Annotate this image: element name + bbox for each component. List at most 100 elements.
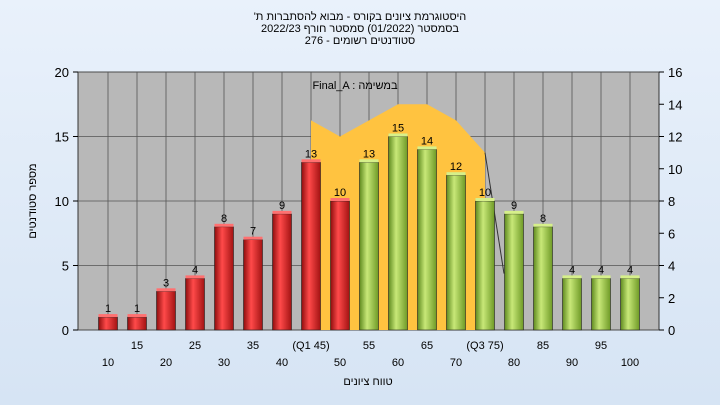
x-tick-label: 15 xyxy=(131,340,143,352)
bar-value-label: 7 xyxy=(250,226,256,238)
left-tick-label: 10 xyxy=(55,194,69,209)
bar-value-label: 4 xyxy=(598,264,604,276)
x-tick-label: 10 xyxy=(102,357,114,369)
bar-value-label: 1 xyxy=(105,303,111,315)
bar-value-label: 9 xyxy=(279,200,285,212)
title-line: בסמסטר (01/2022) סמסטר חורף 2022/23 xyxy=(261,23,459,35)
chart-title: היסטוגרמת ציונים בקורס - מבוא להסתברות ת… xyxy=(254,10,467,47)
x-tick-label: 85 xyxy=(537,340,549,352)
bar-top xyxy=(446,172,466,176)
left-tick-label: 0 xyxy=(62,323,69,338)
bar-value-label: 4 xyxy=(192,264,198,276)
bar-value-label: 4 xyxy=(569,264,575,276)
bar-top xyxy=(98,314,118,318)
x-tick-label: 30 xyxy=(218,357,230,369)
bar-top xyxy=(214,223,234,227)
bar-value-label: 10 xyxy=(334,187,346,199)
bars xyxy=(98,133,640,331)
bar xyxy=(533,226,553,331)
x-axis-label: טווח ציונים xyxy=(343,376,392,388)
bar xyxy=(417,149,437,331)
bar-top xyxy=(156,288,176,292)
bar xyxy=(301,162,321,331)
x-tick-label: 90 xyxy=(566,357,578,369)
bar xyxy=(359,162,379,331)
right-tick-label: 10 xyxy=(668,162,682,177)
title-line: סטודנטים רשומים - 276 xyxy=(305,35,416,47)
bar-top xyxy=(388,133,408,137)
bar-value-label: 13 xyxy=(363,148,375,160)
bar-value-label: 10 xyxy=(479,187,491,199)
bar-value-label: 4 xyxy=(627,264,633,276)
right-tick-label: 0 xyxy=(668,323,675,338)
bar-top xyxy=(185,275,205,279)
right-tick-label: 6 xyxy=(668,226,675,241)
x-tick-label: 95 xyxy=(595,340,607,352)
x-tick-label: 20 xyxy=(160,357,172,369)
bar xyxy=(475,200,495,331)
bar xyxy=(388,136,408,331)
area-series-label: Final_A : במשימה xyxy=(312,80,398,92)
bar xyxy=(156,290,176,331)
x-tick-label: 35 xyxy=(247,340,259,352)
x-tick-label: 65 xyxy=(421,340,433,352)
x-tick-label: 55 xyxy=(363,340,375,352)
right-tick-label: 2 xyxy=(668,291,675,306)
left-tick-label: 15 xyxy=(55,130,69,145)
x-tick-label: 50 xyxy=(334,357,346,369)
bar-value-label: 15 xyxy=(392,123,404,135)
right-tick-label: 8 xyxy=(668,194,675,209)
bar-value-label: 8 xyxy=(221,213,227,225)
right-tick-label: 14 xyxy=(668,97,682,112)
bar-top xyxy=(533,223,553,227)
x-tick-label: 60 xyxy=(392,357,404,369)
bar-value-label: 3 xyxy=(163,277,169,289)
right-tick-label: 16 xyxy=(668,65,682,80)
left-tick-label: 5 xyxy=(62,259,69,274)
x-tick-label: (Q3 75) xyxy=(466,340,503,352)
bar xyxy=(330,200,350,331)
right-tick-label: 4 xyxy=(668,259,675,274)
x-tick-label: 70 xyxy=(450,357,462,369)
title-line: היסטוגרמת ציונים בקורס - מבוא להסתברות ת… xyxy=(254,10,467,23)
bar-top xyxy=(562,275,582,279)
bar-top xyxy=(591,275,611,279)
bar xyxy=(272,213,292,331)
bar xyxy=(591,278,611,331)
bar xyxy=(504,213,524,331)
x-tick-label: 80 xyxy=(508,357,520,369)
bar xyxy=(562,278,582,331)
x-tick-label: 40 xyxy=(276,357,288,369)
x-tick-label: (Q1 45) xyxy=(292,340,329,352)
right-tick-label: 12 xyxy=(668,130,682,145)
bar-value-label: 1 xyxy=(134,303,140,315)
bar-top xyxy=(127,314,147,318)
x-tick-label: 100 xyxy=(621,357,639,369)
bar-value-label: 8 xyxy=(540,213,546,225)
bar-top xyxy=(504,210,524,214)
bar xyxy=(127,316,147,331)
bar-top xyxy=(272,210,292,214)
bar xyxy=(446,174,466,331)
bar-top xyxy=(301,159,321,163)
bar-value-label: 12 xyxy=(450,161,462,173)
left-tick-label: 20 xyxy=(55,65,69,80)
bar-value-label: 14 xyxy=(421,135,433,147)
bar xyxy=(98,316,118,331)
bar-top xyxy=(475,198,495,201)
bar-top xyxy=(417,146,437,150)
bar-top xyxy=(620,275,640,279)
bar xyxy=(214,226,234,331)
bar xyxy=(185,278,205,331)
bar-value-label: 9 xyxy=(511,200,517,212)
bar-value-label: 13 xyxy=(305,148,317,160)
bar xyxy=(620,278,640,331)
bar xyxy=(243,239,263,331)
bar-top xyxy=(243,236,263,240)
bar-top xyxy=(330,198,350,201)
bar-top xyxy=(359,159,379,163)
